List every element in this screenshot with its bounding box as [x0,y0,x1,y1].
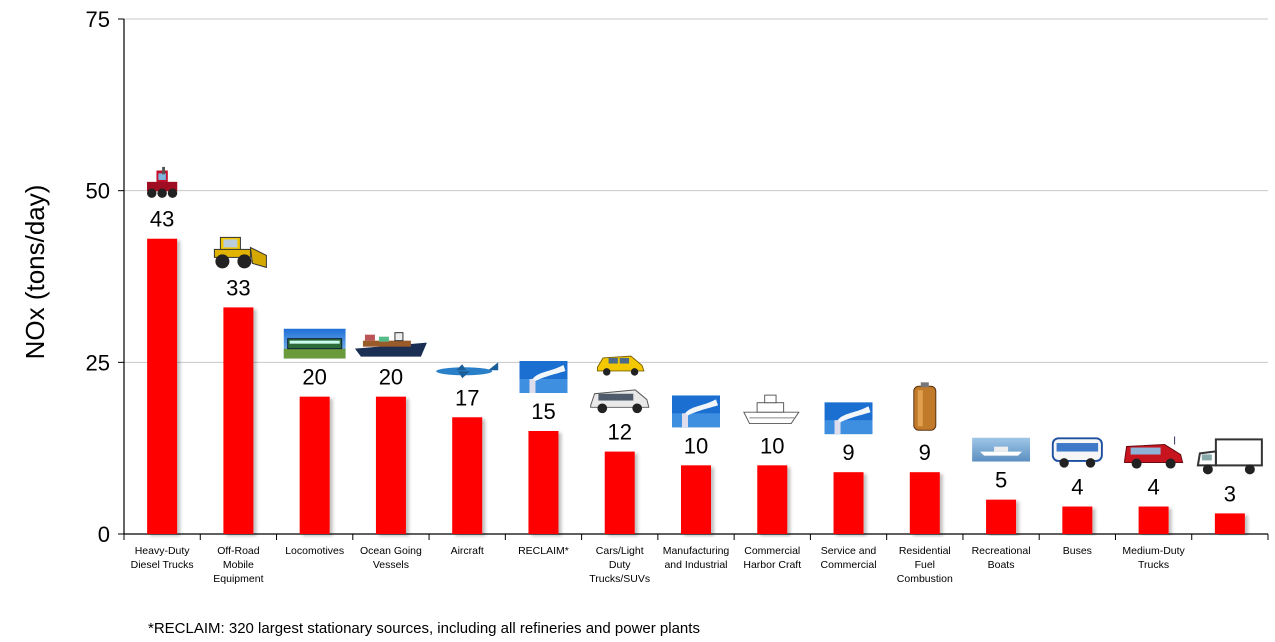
smokestack-icon [824,402,873,435]
category-label: Medium-Duty [1122,545,1185,557]
category-label: Harbor Craft [743,559,801,571]
taxi-car-icon [596,355,645,377]
gridlines [124,18,1268,363]
data-label: 12 [607,420,631,445]
data-label: 9 [919,440,931,465]
smokestack-icon [519,361,568,393]
category-label: Duty [609,559,631,571]
water-heater-icon [913,382,937,431]
bar [452,417,483,534]
category-label: Boats [988,559,1015,571]
box-truck-icon [1196,438,1263,476]
category-label: Heavy-Duty [135,545,191,557]
category-label: Ocean Going [360,545,422,557]
bar [986,499,1017,534]
category-label: Trucks/SUVs [589,573,650,585]
bar [1062,506,1093,534]
data-label: 10 [684,433,708,458]
category-label: Diesel Trucks [131,559,194,571]
bar [147,238,178,534]
category-label: Equipment [213,573,263,585]
bar [757,465,788,534]
category-label: Off-Road [217,545,260,557]
category-label: Aircraft [451,545,484,557]
category-label: RECLAIM* [518,545,569,557]
bar [1138,506,1169,534]
x-axis-labels: Heavy-Duty Diesel Trucks Off-Road Mobile Equ… [131,545,1186,585]
airplane-icon [436,362,499,379]
bar [375,396,406,534]
data-label: 17 [455,385,479,410]
category-label: Fuel [915,559,935,571]
bar [299,396,330,534]
category-label: Locomotives [285,545,344,557]
y-tick-label: 25 [86,350,110,375]
bar [604,451,635,534]
y-tick-label: 0 [98,522,110,547]
y-axis-title: NOx (tons/day) [20,185,50,360]
bulldozer-icon [213,236,267,269]
data-label: 5 [995,468,1007,493]
category-label: Residential [899,545,951,557]
footnote: *RECLAIM: 320 largest stationary sources… [148,620,700,637]
data-label: 15 [531,399,555,424]
boat-icon [743,394,800,425]
truck-icon [147,166,178,198]
bar [909,472,940,534]
suv-icon [590,389,650,414]
category-label: Combustion [897,573,953,585]
y-tick-label: 75 [86,7,110,32]
category-label: and Industrial [664,559,727,571]
data-label: 43 [150,207,174,232]
train-icon [283,328,346,359]
data-label: 33 [226,275,250,300]
bar [833,472,864,534]
data-label: 20 [302,365,326,390]
data-label: 10 [760,433,784,458]
category-label: Commercial [744,545,800,557]
y-axis: 0 25 50 75 [86,7,1269,547]
category-label: Trucks [1138,559,1169,571]
category-label: Recreational [972,545,1031,557]
data-label: 4 [1147,475,1159,500]
data-label: 9 [842,440,854,465]
bar [528,431,559,534]
category-label: Service and [821,545,877,557]
category-label: Cars/Light [596,545,644,557]
category-label: Buses [1063,545,1092,557]
category-label: Mobile [223,559,254,571]
ship-icon [354,332,427,358]
bar [681,465,711,534]
data-label: 20 [379,365,403,390]
smokestack-icon [672,395,720,428]
category-label: Manufacturing [663,545,730,557]
bars [147,238,1245,534]
van-icon [1124,436,1184,469]
category-label: Vessels [373,559,409,571]
data-label: 4 [1071,475,1083,500]
recreational-boat-icon [972,437,1031,462]
bar [223,307,254,534]
data-label: 3 [1224,481,1236,506]
bus-icon [1051,437,1103,469]
bar [1214,513,1245,534]
category-label: Commercial [821,559,877,571]
y-tick-label: 50 [86,179,110,204]
